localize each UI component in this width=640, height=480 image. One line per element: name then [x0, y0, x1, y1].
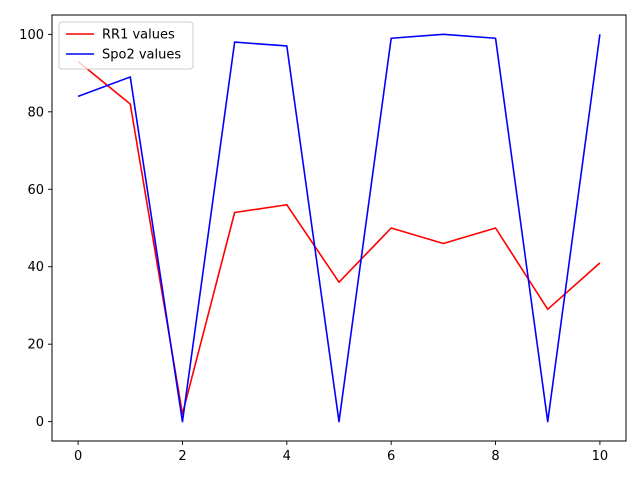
y-tick-label: 80 [27, 105, 44, 120]
y-tick-label: 0 [36, 415, 44, 430]
x-tick-label: 4 [283, 449, 291, 464]
x-tick-label: 6 [387, 449, 395, 464]
y-tick-label: 40 [27, 260, 44, 275]
y-tick-label: 20 [27, 338, 44, 353]
y-axis: 0 20 40 60 80 100 [19, 28, 52, 430]
x-tick-label: 8 [491, 449, 499, 464]
y-tick-label: 100 [19, 28, 44, 43]
x-tick-label: 2 [178, 449, 186, 464]
legend: RR1 values Spo2 values [58, 21, 194, 70]
series-layer [77, 33, 601, 423]
legend-label-spo2: Spo2 values [102, 48, 181, 63]
plot-frame [51, 14, 627, 442]
x-tick-label: 0 [74, 449, 82, 464]
y-tick-label: 60 [27, 183, 44, 198]
x-axis: 0 2 4 6 8 10 [74, 441, 608, 464]
series-line-spo2 [77, 33, 601, 423]
legend-label-rr1: RR1 values [102, 28, 175, 43]
x-tick-label: 10 [592, 449, 609, 464]
